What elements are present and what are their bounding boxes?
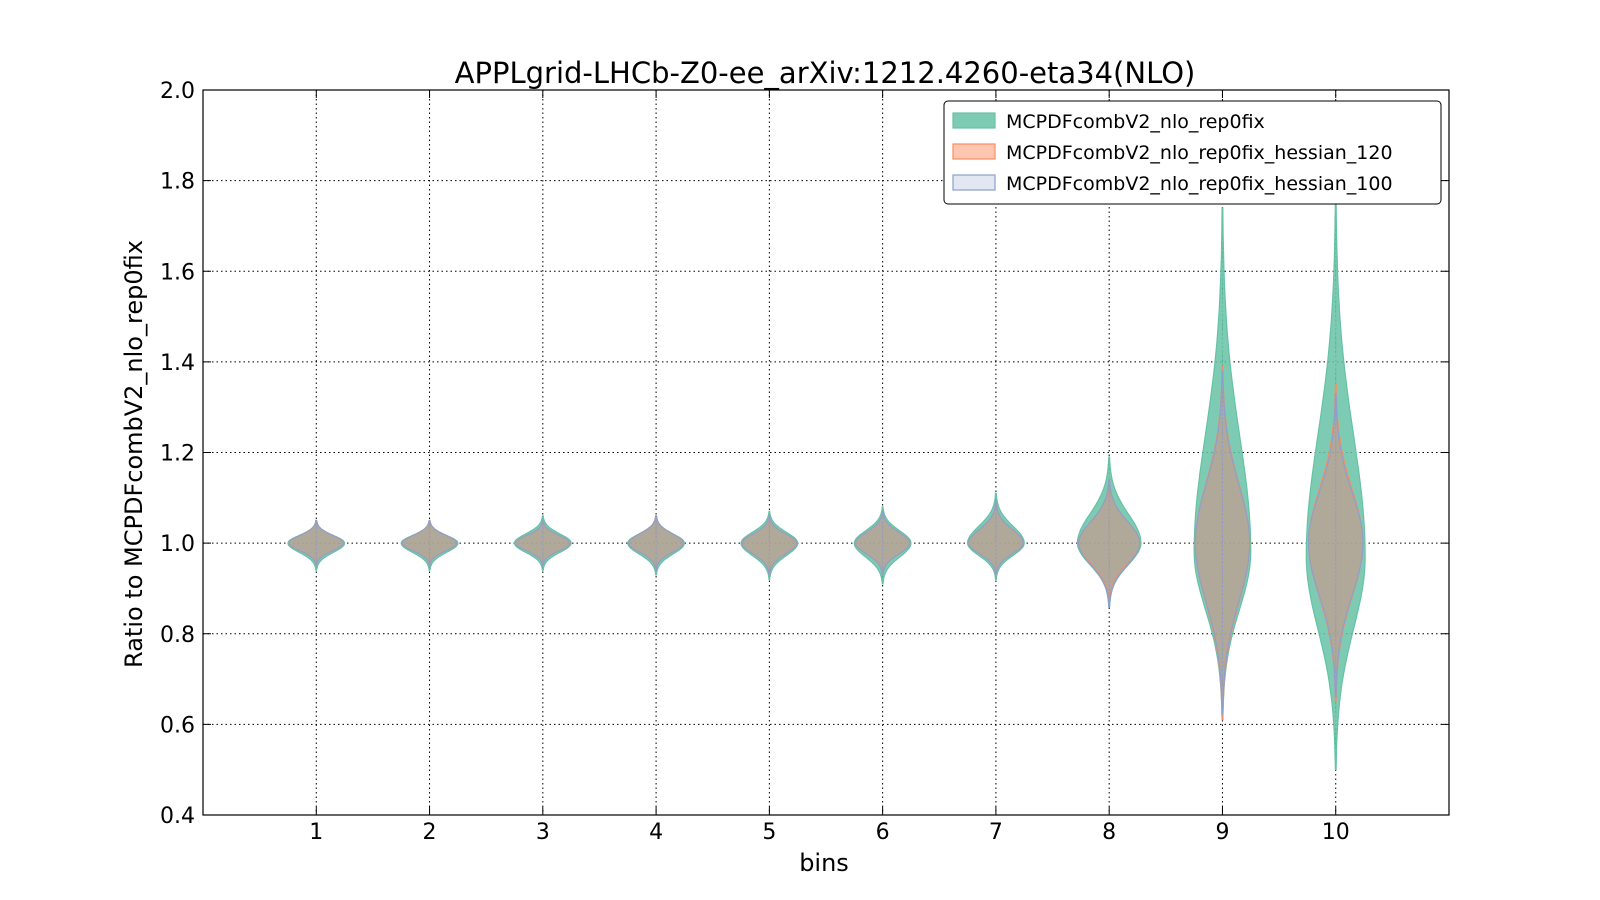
x-axis-label: bins bbox=[799, 849, 849, 877]
violin-bin-3 bbox=[514, 519, 571, 567]
violin-bin-2 bbox=[401, 519, 458, 567]
chart-title: APPLgrid-LHCb-Z0-ee_arXiv:1212.4260-eta3… bbox=[455, 56, 1196, 90]
x-tick-label: 1 bbox=[309, 820, 323, 845]
x-tick-label: 9 bbox=[1215, 820, 1229, 845]
x-tick-label: 7 bbox=[989, 820, 1003, 845]
x-tick-label: 6 bbox=[876, 820, 890, 845]
x-tick-label: 10 bbox=[1322, 820, 1350, 845]
y-tick-label: 1.2 bbox=[160, 442, 195, 467]
violin-series bbox=[288, 370, 1364, 716]
violins bbox=[287, 198, 1366, 771]
x-tick-label: 3 bbox=[536, 820, 550, 845]
y-tick-label: 0.8 bbox=[160, 623, 195, 648]
axis-ticks: 1 2 3 4 5 6 7 8 9 10 0.4 0.6 0.8 1.0 1.2 1.4 1.6 1.8 2.0 bbox=[160, 79, 1449, 845]
y-tick-label: 1.8 bbox=[160, 170, 195, 195]
violin-bin-4 bbox=[628, 515, 684, 571]
y-tick-label: 1.4 bbox=[160, 351, 195, 376]
legend-swatch bbox=[952, 174, 996, 191]
violin-bin-1 bbox=[288, 519, 345, 567]
y-tick-label: 1.0 bbox=[160, 532, 195, 557]
legend-label: MCPDFcombV2_nlo_rep0fix_hessian_100 bbox=[1006, 173, 1393, 195]
x-tick-label: 2 bbox=[423, 820, 437, 845]
y-tick-label: 1.6 bbox=[160, 260, 195, 285]
y-tick-label: 0.6 bbox=[160, 713, 195, 738]
y-axis-label: Ratio to MCPDFcombV2_nlo_rep0fix bbox=[120, 240, 148, 668]
x-tick-label: 5 bbox=[762, 820, 776, 845]
violin-series bbox=[287, 198, 1366, 771]
legend-swatch bbox=[952, 143, 996, 160]
violin-bin-6 bbox=[854, 510, 911, 576]
legend-label: MCPDFcombV2_nlo_rep0fix bbox=[1006, 111, 1265, 133]
violin-bin-8 bbox=[1077, 479, 1141, 608]
legend-box bbox=[943, 100, 1442, 205]
x-tick-label: 4 bbox=[649, 820, 663, 845]
legend-label: MCPDFcombV2_nlo_rep0fix_hessian_120 bbox=[1006, 142, 1393, 164]
legend: MCPDFcombV2_nlo_rep0fix MCPDFcombV2_nlo_r… bbox=[943, 100, 1442, 205]
legend-swatch bbox=[952, 112, 996, 129]
violin-bin-10 bbox=[1308, 393, 1364, 698]
y-tick-label: 2.0 bbox=[160, 79, 195, 104]
x-tick-label: 8 bbox=[1102, 820, 1116, 845]
y-tick-label: 0.4 bbox=[160, 804, 195, 829]
